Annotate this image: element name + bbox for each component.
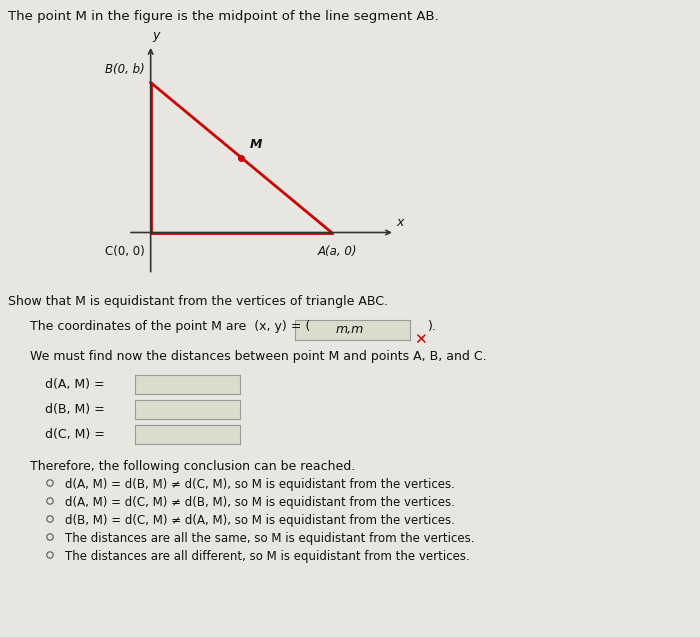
- Text: The point M in the figure is the midpoint of the line segment AB.: The point M in the figure is the midpoin…: [8, 10, 439, 23]
- Text: d(B, M) = d(C, M) ≠ d(A, M), so M is equidistant from the vertices.: d(B, M) = d(C, M) ≠ d(A, M), so M is equ…: [65, 514, 455, 527]
- Text: The distances are all different, so M is equidistant from the vertices.: The distances are all different, so M is…: [65, 550, 470, 563]
- Text: d(A, M) = d(C, M) ≠ d(B, M), so M is equidistant from the vertices.: d(A, M) = d(C, M) ≠ d(B, M), so M is equ…: [65, 496, 455, 509]
- Text: We must find now the distances between point M and points A, B, and C.: We must find now the distances between p…: [30, 350, 486, 363]
- Text: M: M: [250, 138, 262, 152]
- Text: The distances are all the same, so M is equidistant from the vertices.: The distances are all the same, so M is …: [65, 532, 475, 545]
- Text: A(a, 0): A(a, 0): [317, 245, 357, 257]
- Text: ✕: ✕: [414, 332, 427, 347]
- Text: Show that M is equidistant from the vertices of triangle ABC.: Show that M is equidistant from the vert…: [8, 295, 388, 308]
- Text: d(C, M) =: d(C, M) =: [45, 428, 105, 441]
- Text: d(A, M) = d(B, M) ≠ d(C, M), so M is equidistant from the vertices.: d(A, M) = d(B, M) ≠ d(C, M), so M is equ…: [65, 478, 455, 491]
- Text: B(0, b): B(0, b): [106, 64, 145, 76]
- Text: d(A, M) =: d(A, M) =: [45, 378, 104, 391]
- Text: x: x: [397, 217, 404, 229]
- Text: ).: ).: [428, 320, 437, 333]
- Text: The coordinates of the point M are  (x, y) = (: The coordinates of the point M are (x, y…: [30, 320, 310, 333]
- Text: Therefore, the following conclusion can be reached.: Therefore, the following conclusion can …: [30, 460, 355, 473]
- Text: d(B, M) =: d(B, M) =: [45, 403, 105, 416]
- Text: C(0, 0): C(0, 0): [106, 245, 145, 257]
- Text: m,m: m,m: [335, 324, 363, 336]
- Text: y: y: [153, 29, 160, 42]
